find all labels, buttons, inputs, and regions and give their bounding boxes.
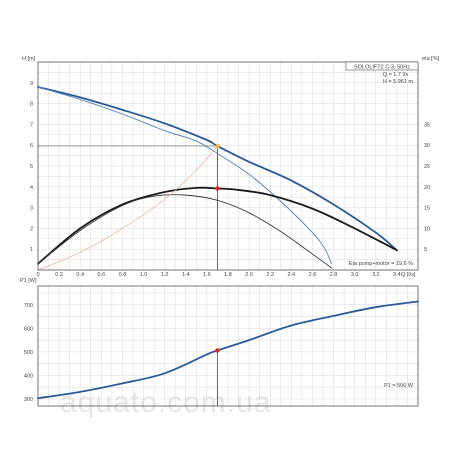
x-tick-label: 0.4 (76, 272, 84, 278)
watermark: aquato.com.ua (60, 386, 271, 419)
y2-tick-label: 25 (424, 164, 430, 170)
x-tick-label: 0.2 (55, 272, 63, 278)
y2-tick-label: 30 (424, 143, 430, 149)
op-point-h (215, 143, 220, 149)
y-tick-label: 6 (30, 143, 33, 149)
x-tick-label: 0.8 (119, 272, 127, 278)
markers (215, 143, 220, 353)
op-q-label: Q = 1.7 l/s (383, 72, 408, 78)
x-tick-label: 0 (36, 272, 39, 278)
eta-label: Eta pump+motor = 19.6 % (349, 261, 413, 267)
y-tick-label: 5 (30, 164, 33, 170)
p1-label: P1 = 506 W (384, 383, 414, 389)
x-tick-label: 2.6 (309, 272, 317, 278)
bottom-y-tick-label: 500 (24, 350, 33, 356)
y2-tick-label: 35 (424, 122, 430, 128)
top-grid (37, 61, 419, 271)
series-line (37, 145, 218, 271)
x-tick-label: 3.0 (351, 272, 359, 278)
op-point-eta (215, 186, 220, 191)
chart-title: SOLOLIFT2 C-3, 50Hz (354, 65, 410, 71)
y2-tick-label: 15 (424, 206, 430, 212)
bottom-y-tick-label: 400 (24, 373, 33, 379)
x-tick-label: 1.8 (224, 272, 232, 278)
series-line (37, 86, 332, 265)
top-axes: 0 0.2 0.4 0.6 0.8 1.0 1.2 1.4 1.6 1.8 2.0 2.2 2.4 2.6… (30, 81, 430, 278)
y2-tick-label: 5 (424, 247, 427, 253)
op-h-label: H = 5.961 m (383, 79, 414, 85)
bottom-y-tick-label: 300 (24, 397, 33, 403)
y-tick-label: 1 (30, 247, 33, 253)
bottom-plot-frame (37, 285, 419, 407)
watermark-layer: aquato.com.ua (60, 386, 271, 419)
y-tick-label: 2 (30, 226, 33, 232)
x-tick-label: 0.6 (98, 272, 106, 278)
bottom-y-axis-label: P1 [W] (20, 278, 37, 284)
y-tick-label: 7 (30, 122, 33, 128)
x-tick-label: 3.4 (393, 272, 401, 278)
y-tick-label: 9 (30, 81, 33, 87)
x-tick-label: 1.2 (161, 272, 169, 278)
y-tick-label: 3 (30, 206, 33, 212)
bottom-axes: 300 400 500 600 700 (24, 303, 33, 403)
x-tick-label: 1.6 (203, 272, 211, 278)
x-tick-label: 1.4 (182, 272, 190, 278)
y2-tick-label: 20 (424, 185, 430, 191)
x-tick-label: 1.0 (140, 272, 148, 278)
series-line (37, 194, 332, 269)
y2-axis-label: eta [%] (422, 56, 440, 62)
x-tick-label: 2.0 (245, 272, 253, 278)
top-plot-frame (37, 61, 419, 271)
op-point-p1 (215, 348, 220, 353)
x-tick-label: 2.2 (266, 272, 274, 278)
x-tick-label: 2.4 (288, 272, 296, 278)
info-box (345, 61, 419, 71)
y-axis-label: H [m] (22, 56, 36, 62)
y2-tick-label: 10 (424, 226, 430, 232)
bottom-y-tick-label: 600 (24, 326, 33, 332)
x-axis-label: Q [l/s] (401, 272, 416, 278)
x-tick-label: 2.8 (330, 272, 338, 278)
x-tick-label: 3.2 (372, 272, 380, 278)
y-tick-label: 8 (30, 102, 33, 108)
y-tick-label: 4 (30, 185, 33, 191)
bottom-y-tick-label: 700 (24, 303, 33, 309)
